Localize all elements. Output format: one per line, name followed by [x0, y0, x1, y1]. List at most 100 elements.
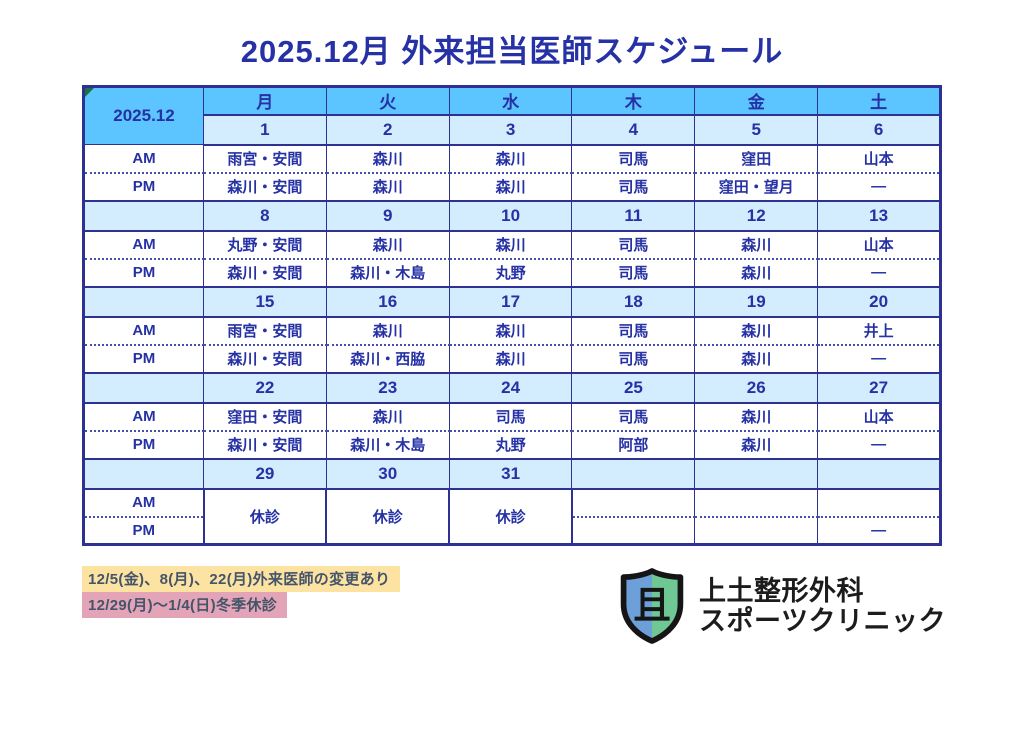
schedule-cell: 司馬	[571, 402, 696, 431]
date-cell: 26	[694, 371, 819, 404]
schedule-cell: 森川	[448, 230, 573, 259]
date-cell	[817, 457, 941, 490]
week4-pm-row: PM 森川・安間 森川・木島 丸野 阿部 森川 ―	[83, 429, 941, 459]
pm-label: PM	[83, 429, 204, 459]
schedule-cell: 山本	[817, 402, 941, 431]
schedule-cell-highlighted: 丸野・安間	[203, 230, 327, 259]
week3-pm-row: PM 森川・安間 森川・西脇 森川 司馬 森川 ―	[83, 343, 941, 373]
week3-date-row: 15 16 17 18 19 20	[83, 285, 941, 318]
closed-cell: 休診	[448, 487, 573, 546]
date-cell: 31	[448, 457, 573, 490]
schedule-cell: 雨宮・安間	[203, 144, 327, 173]
am-label: AM	[83, 316, 204, 345]
day-header-mon: 月	[203, 86, 327, 115]
schedule-cell: 森川	[448, 144, 573, 173]
schedule-cell: 阿部	[571, 429, 696, 459]
schedule-cell-highlighted: 窪田・安間	[203, 402, 327, 431]
week5-am-row: AM 休診 休診 休診	[83, 487, 941, 546]
date-cell: 19	[694, 285, 819, 318]
date-cell: 17	[448, 285, 573, 318]
date-cell: 30	[325, 457, 450, 490]
week1-am-row: AM 雨宮・安間 森川 森川 司馬 窪田 山本	[83, 144, 941, 173]
schedule-cell: 森川	[694, 429, 819, 459]
corner-cell: 2025.12	[83, 86, 204, 145]
week2-pm-row: PM 森川・安間 森川・木島 丸野 司馬 森川 ―	[83, 257, 941, 287]
clinic-emblem-glyph: 且	[633, 585, 671, 627]
notes: 12/5(金)、8(月)、22(月)外来医師の変更あり 12/29(月)～1/4…	[82, 566, 401, 618]
date-cell: 22	[203, 371, 327, 404]
schedule-cell: 丸野	[448, 429, 573, 459]
closed-cell: 休診	[325, 487, 451, 546]
schedule-cell	[571, 515, 696, 545]
schedule-cell: 司馬	[448, 402, 573, 431]
schedule-cell: 森川・西脇	[325, 343, 450, 373]
clinic-logo: 且 上土整形外科 スポーツクリニック	[616, 568, 946, 644]
date-cell	[694, 457, 819, 490]
date-cell: 10	[448, 199, 573, 232]
schedule-cell: 山本	[817, 144, 941, 173]
date-cell: 8	[203, 199, 327, 232]
week5-date-row: 29 30 31	[83, 457, 941, 490]
schedule-cell: 森川・安間	[203, 257, 327, 287]
date-row-spacer	[83, 457, 204, 490]
date-row-spacer	[83, 371, 204, 404]
am-label: AM	[83, 488, 204, 517]
date-cell: 6	[817, 113, 941, 146]
clinic-shield-icon: 且	[620, 568, 684, 644]
date-cell: 16	[325, 285, 450, 318]
date-cell: 15	[203, 285, 327, 318]
date-cell: 12	[694, 199, 819, 232]
schedule-cell: 丸野	[448, 257, 573, 287]
schedule-cell: 司馬	[571, 144, 696, 173]
schedule-cell: ―	[817, 171, 941, 201]
schedule-cell: 司馬	[571, 343, 696, 373]
schedule-cell	[694, 488, 819, 517]
schedule-cell: ―	[817, 343, 941, 373]
date-cell: 18	[571, 285, 696, 318]
date-cell: 11	[571, 199, 696, 232]
date-cell: 9	[325, 199, 450, 232]
date-cell: 4	[571, 113, 696, 146]
schedule-cell: 森川	[325, 402, 450, 431]
date-cell: 24	[448, 371, 573, 404]
schedule-cell: 森川	[325, 144, 450, 173]
schedule-cell: 森川・安間	[203, 171, 327, 201]
schedule-cell: 森川・安間	[203, 343, 327, 373]
am-label: AM	[83, 144, 204, 173]
date-cell: 25	[571, 371, 696, 404]
pm-label: PM	[83, 343, 204, 373]
schedule-cell: 森川	[694, 230, 819, 259]
schedule-cell	[694, 515, 819, 545]
week4-date-row: 22 23 24 25 26 27	[83, 371, 941, 404]
schedule-cell-highlighted: 窪田・望月	[694, 171, 819, 201]
schedule-cell: 森川	[694, 257, 819, 287]
week1-pm-row: PM 森川・安間 森川 森川 司馬 窪田・望月 ―	[83, 171, 941, 201]
schedule-cell: 司馬	[571, 171, 696, 201]
schedule-cell-highlighted: 窪田	[694, 144, 819, 173]
schedule-cell: 森川	[325, 316, 450, 345]
day-header-tue: 火	[325, 86, 450, 115]
schedule-cell: 森川	[448, 171, 573, 201]
clinic-name-line1: 上土整形外科	[699, 575, 865, 606]
schedule-cell: 雨宮・安間	[203, 316, 327, 345]
date-cell	[571, 457, 696, 490]
date-cell: 2	[325, 113, 450, 146]
schedule-cell: 森川	[694, 316, 819, 345]
schedule-cell: ―	[817, 515, 941, 545]
schedule-cell: 森川	[448, 316, 573, 345]
date-cell: 5	[694, 113, 819, 146]
date-cell: 13	[817, 199, 941, 232]
schedule-cell: 井上	[817, 316, 941, 345]
schedule-cell: 司馬	[571, 230, 696, 259]
schedule-cell: 森川・木島	[325, 257, 450, 287]
clinic-name-line2: スポーツクリニック	[699, 606, 946, 636]
date-cell: 20	[817, 285, 941, 318]
schedule-cell: 森川・安間	[203, 429, 327, 459]
date-cell: 27	[817, 371, 941, 404]
schedule-cell: ―	[817, 257, 941, 287]
day-header-sat: 土	[817, 86, 941, 115]
week3-am-row: AM 雨宮・安間 森川 森川 司馬 森川 井上	[83, 316, 941, 345]
schedule-cell: 森川・木島	[325, 429, 450, 459]
date-cell: 29	[203, 457, 327, 490]
schedule-cell: 森川	[325, 171, 450, 201]
